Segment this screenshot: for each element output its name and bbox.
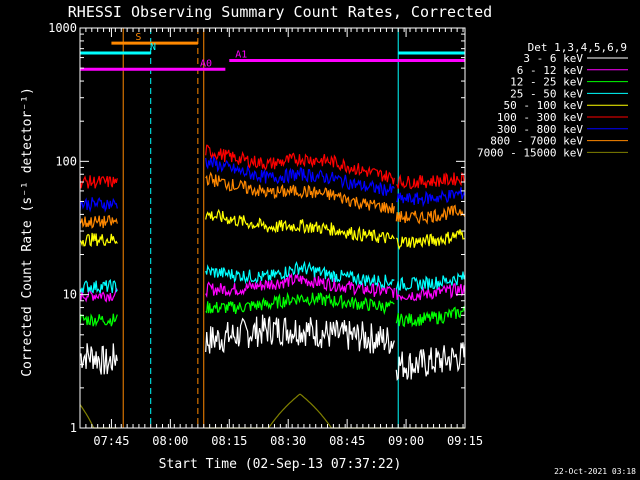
y-tick-label: 1000 xyxy=(48,21,77,35)
series-segment xyxy=(79,278,118,294)
series-segment xyxy=(205,171,395,214)
series-line xyxy=(79,393,465,429)
x-tick-label: 08:30 xyxy=(270,434,306,448)
series-line xyxy=(79,272,466,303)
series-segment xyxy=(79,214,118,229)
legend-label: 300 - 800 keV xyxy=(497,123,583,136)
series-segment xyxy=(79,197,118,213)
series-segment xyxy=(395,229,465,251)
series-segment xyxy=(395,342,466,381)
x-tick-label: 09:00 xyxy=(388,434,424,448)
series-segment xyxy=(205,155,395,196)
series-segment xyxy=(79,286,118,303)
series-line xyxy=(79,144,466,190)
y-axis-label: Corrected Count Rate (s⁻¹ detector⁻¹) xyxy=(20,87,35,377)
series-segment xyxy=(205,208,395,244)
series-segment xyxy=(395,204,466,225)
series-segment xyxy=(205,393,395,429)
y-tick-label: 10 xyxy=(63,288,77,302)
legend-label: 25 - 50 keV xyxy=(510,87,583,100)
y-tick-label: 100 xyxy=(55,154,77,168)
series-line xyxy=(79,171,466,229)
series-segment xyxy=(395,306,466,328)
annotation-label: A1 xyxy=(235,50,247,61)
annotation-bars: SN A0 A1 xyxy=(80,32,465,71)
series-segment xyxy=(205,314,395,354)
series-segment xyxy=(205,291,395,316)
series-segment xyxy=(79,232,118,247)
legend-label: 7000 - 15000 keV xyxy=(477,146,583,159)
series-lines xyxy=(79,144,466,429)
series-line xyxy=(79,260,466,294)
x-tick-label: 08:00 xyxy=(152,434,188,448)
series-line xyxy=(79,208,465,251)
series-line xyxy=(79,291,466,328)
series-segment xyxy=(79,313,118,328)
series-segment xyxy=(79,343,118,375)
annotation-label: A0 xyxy=(200,58,212,69)
legend-label: 3 - 6 keV xyxy=(523,52,583,65)
series-line xyxy=(79,155,466,213)
series-segment xyxy=(79,175,118,189)
axes: 1 10 100 1000 07:45 08:00 08:15 08:30 08:45 09:00… xyxy=(48,21,483,448)
x-tick-label: 08:45 xyxy=(329,434,365,448)
footer-date: 22-Oct-2021 03:18 xyxy=(554,467,636,476)
plot-frame xyxy=(79,27,466,429)
x-axis-label: Start Time (02-Sep-13 07:37:22) xyxy=(159,457,402,472)
legend-label: 6 - 12 keV xyxy=(517,64,584,77)
x-tick-label: 09:15 xyxy=(447,434,483,448)
series-segment xyxy=(395,271,466,292)
legend-label: 12 - 25 keV xyxy=(510,76,583,89)
series-segment xyxy=(396,187,466,208)
series-segment xyxy=(396,172,466,190)
series-segment xyxy=(205,260,395,290)
legend-label: 50 - 100 keV xyxy=(504,99,584,112)
annotation-label: N xyxy=(150,42,156,53)
legend-title: Det 1,3,4,5,6,9 xyxy=(528,41,627,54)
x-tick-label: 08:15 xyxy=(211,434,247,448)
series-segment xyxy=(205,144,395,185)
annotation-label: S xyxy=(135,32,141,43)
x-tick-label: 07:45 xyxy=(93,434,129,448)
series-segment xyxy=(395,283,466,302)
legend-label: 800 - 7000 keV xyxy=(490,135,583,148)
chart-title: RHESSI Observing Summary Count Rates, Co… xyxy=(68,3,492,21)
legend-label: 100 - 300 keV xyxy=(497,111,583,124)
series-line xyxy=(79,314,466,381)
y-tick-label: 1 xyxy=(70,421,77,435)
series-segment xyxy=(205,272,395,299)
